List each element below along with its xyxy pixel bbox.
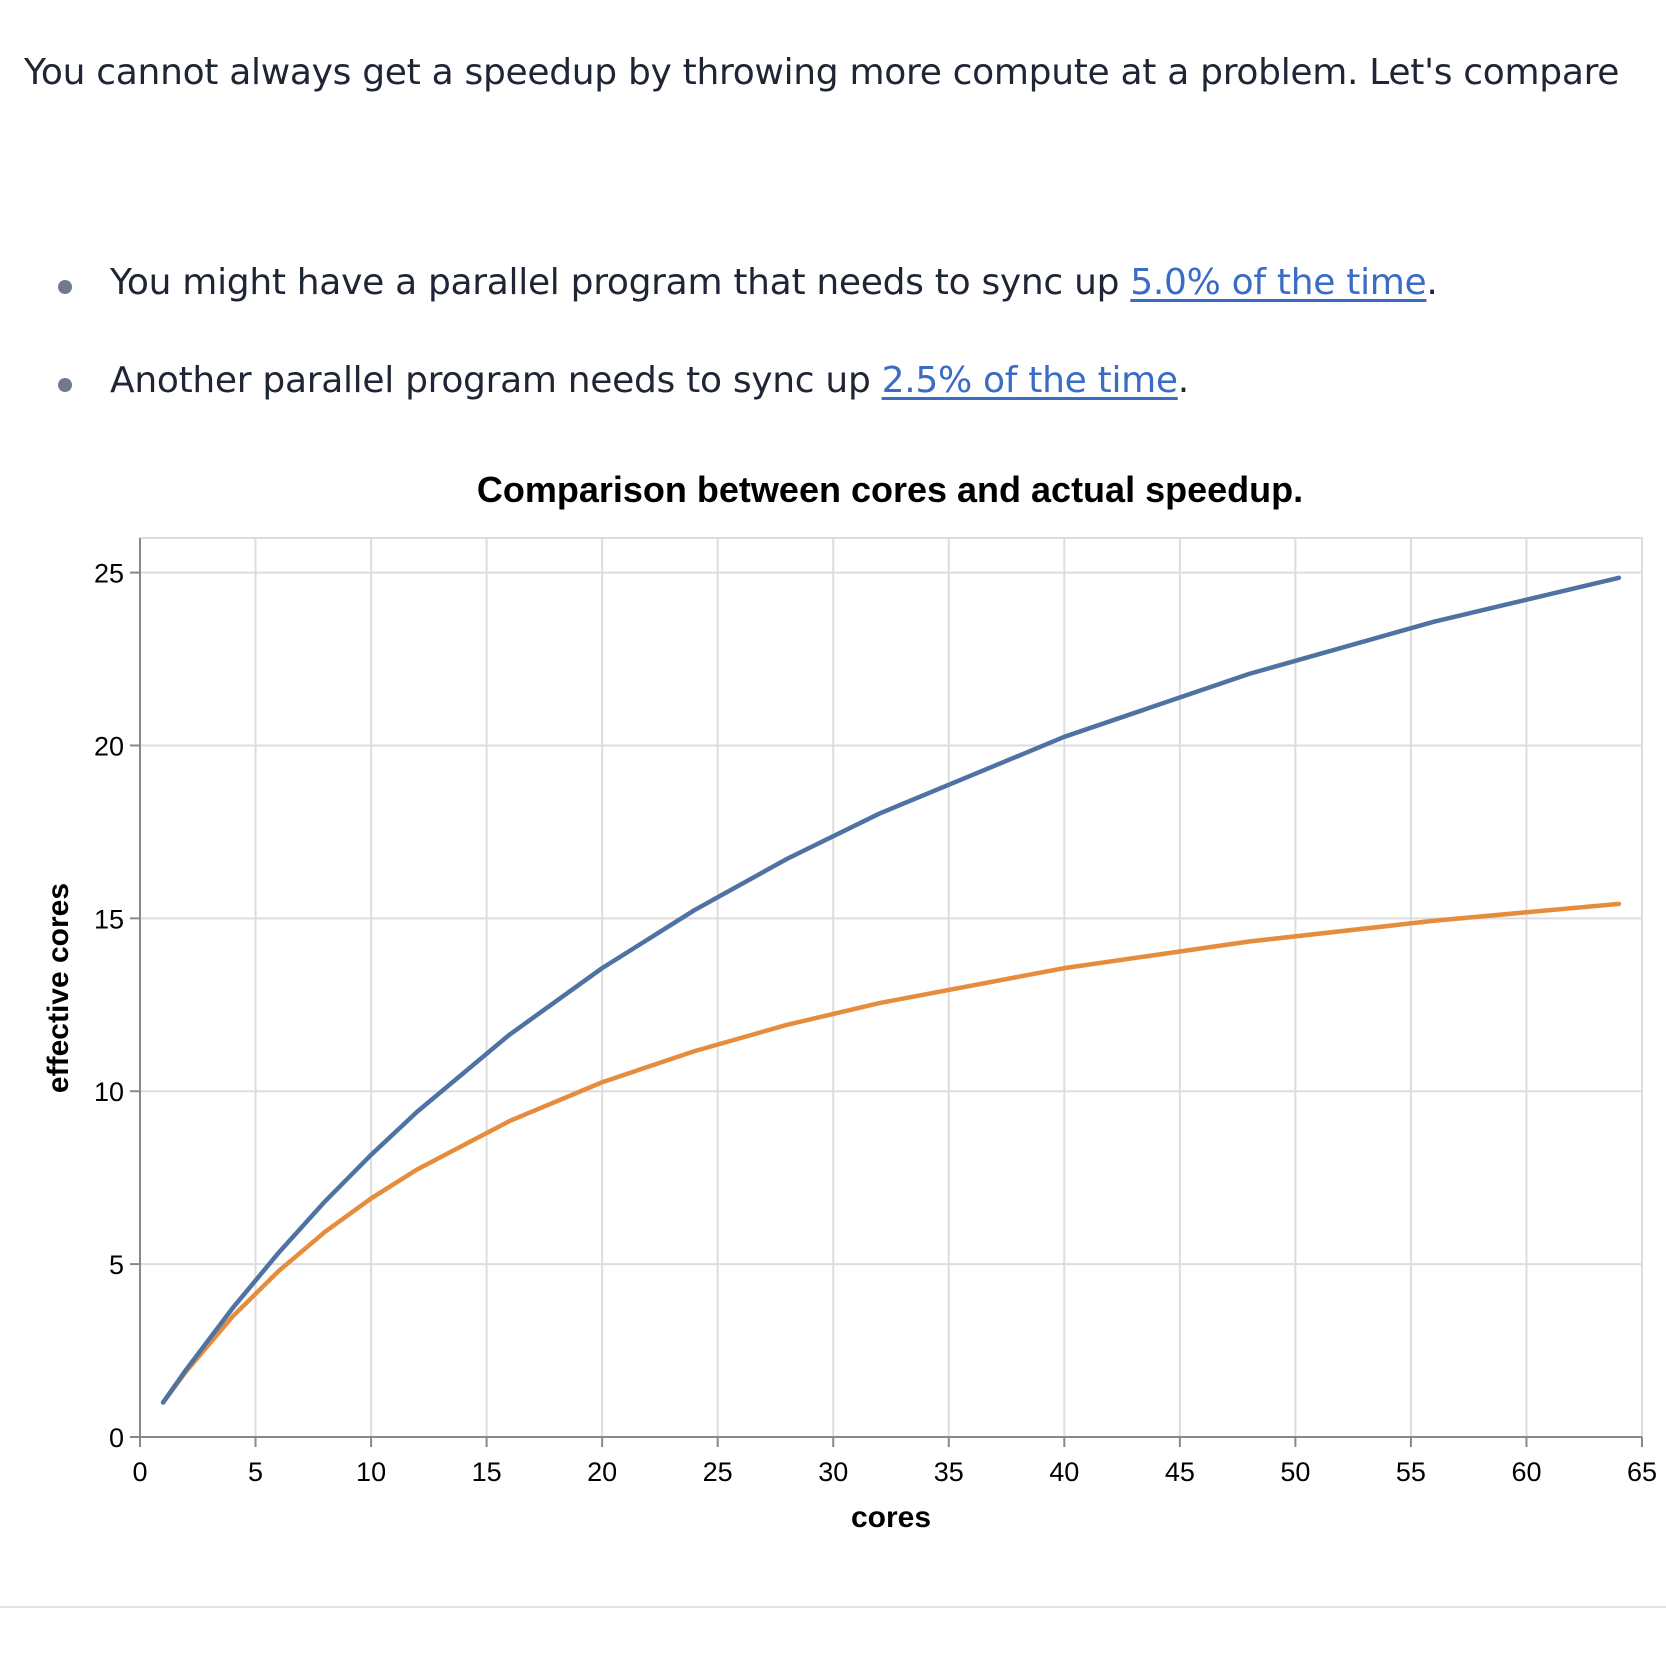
plot-frame	[139, 537, 1643, 1438]
link[interactable]: 2.5% of the time	[881, 360, 1178, 401]
bullet: Another parallel program needs to sync u…	[0, 360, 1438, 458]
y-tick-label: 15	[94, 904, 124, 934]
x-axis-label: cores	[851, 1501, 931, 1534]
y-tick-label: 10	[94, 1077, 124, 1107]
y-tick-label: 25	[94, 559, 124, 589]
bullet-dot	[58, 378, 72, 392]
bullet-text: You might have a parallel program that n…	[110, 262, 1131, 303]
x-tick-label: 20	[587, 1457, 617, 1487]
chart-title: Comparison between cores and actual spee…	[477, 469, 1303, 510]
intro-text: You cannot always get a speedup by throw…	[24, 52, 1620, 93]
x-tick-label: 65	[1627, 1457, 1657, 1487]
bullet-text: Another parallel program needs to sync u…	[110, 360, 882, 401]
y-tick-label: 5	[109, 1250, 124, 1280]
y-tick-label: 20	[94, 731, 124, 761]
x-tick-label: 0	[132, 1457, 147, 1487]
x-tick-label: 5	[248, 1457, 263, 1487]
x-tick-label: 10	[356, 1457, 386, 1487]
link[interactable]: 5.0% of the time	[1130, 262, 1427, 303]
x-tick-label: 35	[934, 1457, 964, 1487]
x-tick-label: 25	[703, 1457, 733, 1487]
divider	[0, 1606, 1666, 1608]
series-line	[160, 901, 1622, 1405]
y-tick-label: 0	[109, 1423, 124, 1453]
y-axis-label: effective cores	[42, 883, 75, 1093]
x-tick-label: 30	[818, 1457, 848, 1487]
x-tick-label: 50	[1280, 1457, 1310, 1487]
x-tick-label: 40	[1049, 1457, 1079, 1487]
chart: Comparison between cores and actual spee…	[42, 469, 1657, 1534]
x-tick-label: 45	[1165, 1457, 1195, 1487]
bullet: You might have a parallel program that n…	[0, 262, 1438, 360]
series-line	[160, 575, 1622, 1405]
punctuation: .	[1426, 262, 1438, 303]
x-tick-label: 60	[1511, 1457, 1541, 1487]
bullet-dot	[58, 280, 72, 294]
x-tick-label: 15	[472, 1457, 502, 1487]
x-tick-label: 55	[1396, 1457, 1426, 1487]
bullet-list: You might have a parallel program that n…	[0, 262, 1438, 458]
punctuation: .	[1177, 360, 1189, 401]
